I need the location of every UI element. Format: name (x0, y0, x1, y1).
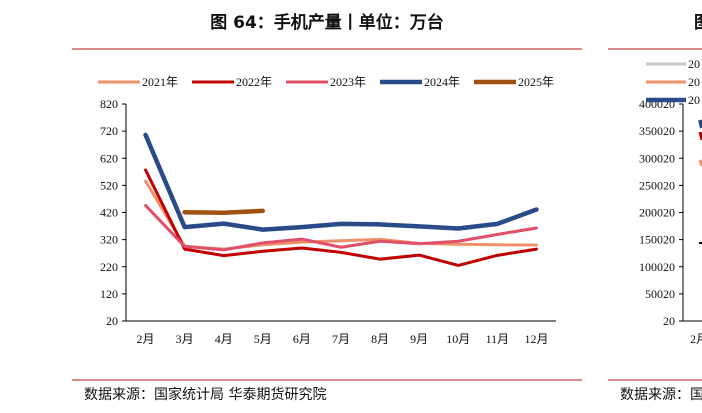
legend-label: 2021年 (142, 75, 178, 89)
x-tick-label: 6月 (293, 332, 311, 346)
right-y-tick-label: 250020 (639, 178, 675, 192)
right-title-divider (608, 48, 702, 50)
x-tick-label: 9月 (410, 332, 428, 346)
x-tick-label: 5月 (254, 332, 272, 346)
y-tick-label: 720 (100, 124, 118, 138)
x-tick-label: 2月 (137, 332, 155, 346)
y-tick-label: 420 (100, 206, 118, 220)
right-legend-label: 20 (688, 75, 700, 89)
title-divider (72, 48, 582, 50)
x-tick-label: 11月 (486, 332, 510, 346)
series-line-2024年 (143, 132, 539, 232)
chart-title: 图 64：手机产量丨单位：万台 (210, 13, 444, 33)
x-tick-label: 3月 (176, 332, 194, 346)
right-legend-label: 20 (688, 57, 700, 71)
right-source-note: 数据来源：国 (620, 387, 702, 403)
right-chart-title: 图 (694, 8, 702, 33)
y-tick-label: 620 (100, 151, 118, 165)
right-y-tick-label: 20 (663, 314, 675, 328)
right-y-tick-label: 50020 (645, 287, 675, 301)
y-tick-label: 820 (100, 97, 118, 111)
series-line-2025年 (182, 208, 266, 216)
series-line-2022年 (144, 168, 538, 267)
right-y-tick-label: 300020 (639, 151, 675, 165)
right-legend-label: 20 (688, 93, 700, 107)
right-y-tick-label: 350020 (639, 124, 675, 138)
right-y-tick-label: 100020 (639, 260, 675, 274)
right-y-tick-label: 200020 (639, 206, 675, 220)
y-tick-label: 520 (100, 178, 118, 192)
x-tick-label: 7月 (332, 332, 350, 346)
x-tick-label: 8月 (371, 332, 389, 346)
series-line-2023年 (144, 203, 538, 252)
x-tick-label: 10月 (446, 332, 470, 346)
y-tick-label: 220 (100, 260, 118, 274)
legend-label: 2023年 (330, 75, 366, 89)
right-x-tick-label: 2月 (690, 332, 702, 346)
legend-label: 2024年 (424, 75, 460, 89)
y-tick-label: 320 (100, 233, 118, 247)
x-tick-label: 12月 (524, 332, 548, 346)
y-tick-label: 120 (100, 287, 118, 301)
legend-label: 2022年 (236, 75, 272, 89)
right-source-divider (608, 379, 702, 381)
source-divider (72, 379, 582, 381)
x-tick-label: 4月 (215, 332, 233, 346)
legend-label: 2025年 (518, 75, 554, 89)
right-y-tick-label: 150020 (639, 233, 675, 247)
source-note: 数据来源：国家统计局 华泰期货研究院 (84, 387, 327, 403)
y-tick-label: 20 (106, 314, 118, 328)
